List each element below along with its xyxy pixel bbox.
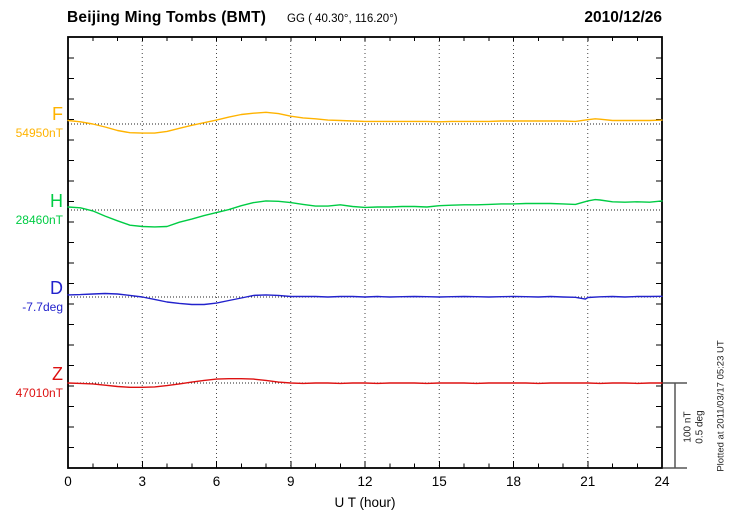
component-label-Z: Z 47010nT (0, 364, 63, 400)
scale-bar-nt-label: 100 nT (682, 411, 694, 443)
component-baseline-value-F: 54950nT (15, 126, 63, 140)
gridlines (141, 37, 589, 468)
x-axis-title: U T (hour) (334, 495, 396, 510)
component-baseline-value-Z: 47010nT (15, 386, 63, 400)
plot-date: 2010/12/26 (584, 9, 662, 26)
trace-D (67, 292, 663, 306)
component-label-D: D -7.7deg (0, 278, 63, 314)
x-tick-label-3: 3 (138, 474, 147, 489)
component-label-F: F 54950nT (0, 104, 63, 140)
x-tick-label-9: 9 (286, 474, 295, 489)
x-tick-label-12: 12 (357, 474, 373, 489)
x-tick-label-6: 6 (212, 474, 221, 489)
trace-Z (67, 378, 663, 388)
x-tick-label-18: 18 (505, 474, 522, 489)
component-letter-H: H (50, 191, 63, 211)
station-coordinates: GG ( 40.30°, 116.20°) (287, 13, 398, 25)
component-baseline-value-H: 28460nT (15, 213, 63, 227)
x-tick-label-21: 21 (580, 474, 596, 489)
plotted-timestamp-note: Plotted at 2011/03/17 05:23 UT (715, 340, 727, 472)
x-tick-label-0: 0 (64, 474, 72, 489)
scale-bar-label: 100 nT 0.5 deg (683, 410, 706, 443)
scale-bar (663, 382, 687, 469)
station-title: Beijing Ming Tombs (BMT) (67, 9, 267, 26)
component-baseline-value-D: -7.7deg (22, 300, 63, 314)
x-tick-label-24: 24 (654, 474, 670, 489)
axis-ticks (68, 37, 662, 468)
component-label-H: H 28460nT (0, 191, 63, 227)
x-tick-label-15: 15 (431, 474, 447, 489)
component-letter-Z: Z (52, 364, 63, 384)
trace-H (67, 198, 663, 228)
component-letter-F: F (52, 104, 63, 124)
component-letter-D: D (50, 278, 63, 298)
scale-bar-deg-label: 0.5 deg (694, 410, 705, 444)
trace-F (67, 111, 663, 134)
